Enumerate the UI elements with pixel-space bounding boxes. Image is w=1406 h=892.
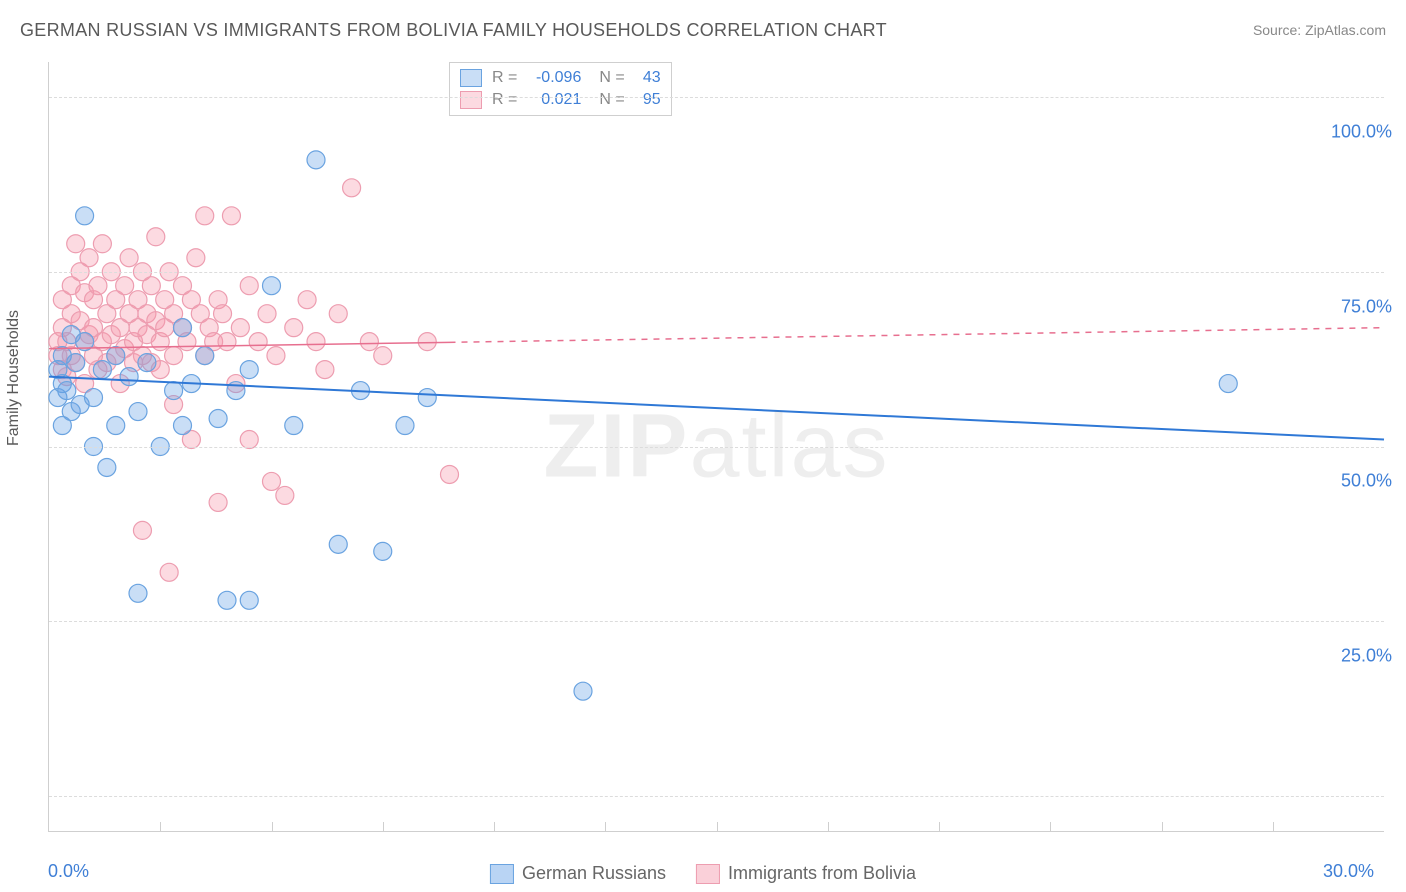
legend-row-pink: R =0.021 N =95 xyxy=(460,89,661,111)
swatch-pink xyxy=(696,864,720,884)
legend-row-blue: R =-0.096 N =43 xyxy=(460,67,661,89)
y-tick-label: 50.0% xyxy=(1341,471,1392,492)
legend-label: Immigrants from Bolivia xyxy=(728,863,916,884)
legend-item-pink: Immigrants from Bolivia xyxy=(696,863,916,884)
legend-label: German Russians xyxy=(522,863,666,884)
series-legend: German Russians Immigrants from Bolivia xyxy=(490,863,916,884)
x-tick-label: 30.0% xyxy=(1323,861,1374,882)
y-tick-label: 25.0% xyxy=(1341,646,1392,667)
swatch-blue xyxy=(460,69,482,87)
swatch-pink xyxy=(460,91,482,109)
source-label: Source: ZipAtlas.com xyxy=(1253,22,1386,38)
plot-area: ZIPatlas R =-0.096 N =43 R =0.021 N =95 xyxy=(48,62,1384,832)
swatch-blue xyxy=(490,864,514,884)
y-tick-label: 100.0% xyxy=(1331,121,1392,142)
correlation-legend: R =-0.096 N =43 R =0.021 N =95 xyxy=(449,62,672,116)
y-tick-label: 75.0% xyxy=(1341,296,1392,317)
y-axis-label: Family Households xyxy=(5,310,23,446)
legend-item-blue: German Russians xyxy=(490,863,666,884)
x-tick-label: 0.0% xyxy=(48,861,89,882)
chart-title: GERMAN RUSSIAN VS IMMIGRANTS FROM BOLIVI… xyxy=(20,20,887,41)
